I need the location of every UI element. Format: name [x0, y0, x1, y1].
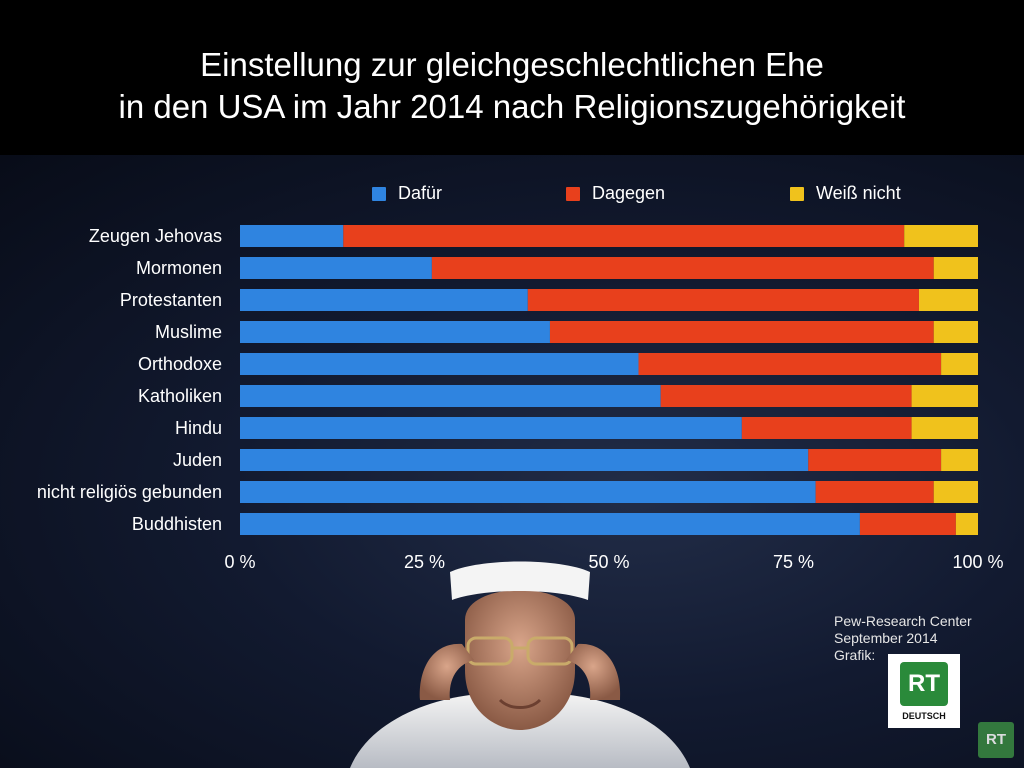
category-label-orthodoxe: Orthodoxe [138, 354, 222, 374]
bar-katholiken-dagegen [660, 385, 912, 407]
x-tick-label-0: 0 % [224, 552, 255, 572]
legend-label-dafuer: Dafür [398, 183, 443, 203]
legend-item-dafuer: Dafür [372, 183, 442, 204]
bar-nicht-religi-s-gebunden-wei-nicht [933, 481, 978, 503]
x-tick-label-50: 50 % [588, 552, 629, 572]
bar-hindu-wei-nicht [911, 417, 978, 439]
bar-muslime-dagegen [549, 321, 934, 343]
bar-mormonen-daf-r [240, 257, 432, 279]
bar-mormonen-wei-nicht [933, 257, 978, 279]
pope-photo [350, 561, 690, 768]
legend-swatch-weiss-nicht [790, 186, 804, 201]
title-line-1: Einstellung zur gleichgeschlechtlichen E… [200, 46, 824, 83]
bar-protestanten-daf-r [240, 289, 528, 311]
source-line-1: Pew-Research Center [834, 613, 972, 629]
bar-buddhisten-daf-r [240, 513, 860, 535]
bar-juden-dagegen [808, 449, 942, 471]
category-label-muslime: Muslime [155, 322, 222, 342]
x-tick-label-25: 25 % [404, 552, 445, 572]
rt-logo-subtext: DEUTSCH [902, 711, 946, 721]
legend-swatch-dafuer [372, 186, 386, 201]
bar-juden-wei-nicht [941, 449, 978, 471]
bar-katholiken-daf-r [240, 385, 661, 407]
rt-watermark-logo: RT [978, 722, 1014, 758]
bar-zeugen-jehovas-daf-r [240, 225, 344, 247]
bar-protestanten-wei-nicht [918, 289, 978, 311]
bar-buddhisten-wei-nicht [955, 513, 978, 535]
legend-label-weiss-nicht: Weiß nicht [816, 183, 901, 203]
x-tick-label-100: 100 % [952, 552, 1003, 572]
category-label-protestanten: Protestanten [120, 290, 222, 310]
bar-orthodoxe-daf-r [240, 353, 639, 375]
category-label-zeugen-jehovas: Zeugen Jehovas [89, 226, 222, 246]
bar-muslime-daf-r [240, 321, 550, 343]
bar-nicht-religi-s-gebunden-dagegen [815, 481, 934, 503]
bar-hindu-daf-r [240, 417, 742, 439]
legend-label-dagegen: Dagegen [592, 183, 666, 203]
bar-protestanten-dagegen [527, 289, 919, 311]
bar-mormonen-dagegen [431, 257, 934, 279]
bar-juden-daf-r [240, 449, 809, 471]
bar-zeugen-jehovas-wei-nicht [904, 225, 978, 247]
rt-deutsch-logo: RT DEUTSCH [888, 654, 960, 728]
category-label-nicht-religi-s-gebunden: nicht religiös gebunden [37, 482, 222, 502]
bar-nicht-religi-s-gebunden-daf-r [240, 481, 816, 503]
rt-logo-mark: RT [900, 662, 948, 706]
legend-item-weiss-nicht: Weiß nicht [790, 183, 901, 204]
category-label-mormonen: Mormonen [136, 258, 222, 278]
header-bar: Einstellung zur gleichgeschlechtlichen E… [0, 0, 1024, 155]
chart-legend: Dafür Dagegen Weiß nicht [0, 183, 1024, 207]
stacked-bar-chart: Zeugen Jehovas Mormonen Protestanten Muslim… [37, 225, 1004, 572]
source-line-3: Grafik: [834, 647, 876, 663]
bar-orthodoxe-dagegen [638, 353, 942, 375]
category-label-buddhisten: Buddhisten [132, 514, 222, 534]
legend-swatch-dagegen [566, 186, 580, 201]
bar-muslime-wei-nicht [933, 321, 978, 343]
category-label-hindu: Hindu [175, 418, 222, 438]
x-tick-label-75: 75 % [773, 552, 814, 572]
title-line-2: in den USA im Jahr 2014 nach Religionszu… [118, 88, 906, 125]
source-line-2: September 2014 [834, 630, 938, 646]
bar-hindu-dagegen [741, 417, 912, 439]
bar-orthodoxe-wei-nicht [941, 353, 978, 375]
bar-zeugen-jehovas-dagegen [343, 225, 905, 247]
bar-buddhisten-dagegen [859, 513, 956, 535]
legend-item-dagegen: Dagegen [566, 183, 665, 204]
category-label-juden: Juden [173, 450, 222, 470]
chart-title: Einstellung zur gleichgeschlechtlichen E… [0, 44, 1024, 128]
bar-katholiken-wei-nicht [911, 385, 978, 407]
category-label-katholiken: Katholiken [138, 386, 222, 406]
source-note: Pew-Research Center September 2014 Grafi… [834, 613, 972, 664]
